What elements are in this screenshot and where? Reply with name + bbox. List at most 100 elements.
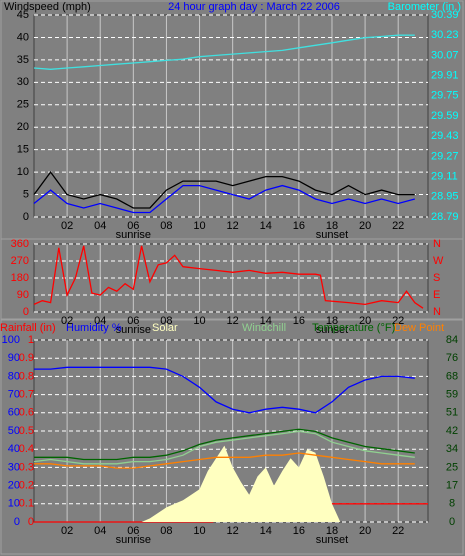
- x-tick-label: 18: [326, 525, 338, 537]
- y2-tick-label: W: [433, 255, 444, 267]
- y2-tick-label: 17: [446, 480, 458, 492]
- x-tick-label: 20: [359, 315, 371, 327]
- y2-tick-label: 28.79: [431, 211, 459, 223]
- y-tick-label: 270: [11, 255, 29, 267]
- line: [33, 245, 424, 309]
- y-tick-label: 35: [17, 54, 29, 66]
- y2-tick-label: 30.07: [431, 49, 459, 61]
- y-tick-label: 45: [17, 9, 29, 21]
- y3-tick-label: 0.6: [19, 407, 34, 419]
- x-tick-label: 02: [61, 315, 73, 327]
- x-tick-label: 12: [227, 315, 239, 327]
- x-tick-label: 22: [392, 315, 404, 327]
- chart-title: 24 hour graph day : March 22 2006: [168, 1, 340, 13]
- x-tick-label: 20: [359, 220, 371, 232]
- legend-entry: Rainfall (in): [0, 322, 56, 334]
- y-tick-label: 40: [17, 31, 29, 43]
- y3-tick-label: 0.4: [19, 443, 34, 455]
- x-tick-label: 10: [193, 315, 205, 327]
- x-tick-label: 04: [94, 315, 106, 327]
- y3-tick-label: 0.1: [19, 498, 34, 510]
- annotation: sunrise: [116, 324, 151, 336]
- y2-tick-label: 29.27: [431, 150, 459, 162]
- y2-tick-label: S: [433, 272, 440, 284]
- y2-axis-label: Barometer (in.): [388, 1, 461, 13]
- x-tick-label: 06: [127, 220, 139, 232]
- x-tick-label: 04: [94, 525, 106, 537]
- panel-frame: [0, 238, 464, 320]
- y-tick-label: 80: [8, 370, 20, 382]
- annotation: sunset: [316, 229, 348, 241]
- y2-tick-label: N: [433, 238, 441, 250]
- y-tick-label: 90: [17, 289, 29, 301]
- y-tick-label: 180: [11, 272, 29, 284]
- y-axis-label: Windspeed (mph): [4, 1, 91, 13]
- y3-tick-label: 1: [28, 334, 34, 346]
- x-tick-label: 06: [127, 315, 139, 327]
- x-tick-label: 12: [227, 220, 239, 232]
- x-tick-label: 14: [260, 315, 272, 327]
- y-tick-label: 20: [8, 480, 20, 492]
- y2-tick-label: 8: [449, 498, 455, 510]
- y-tick-label: 15: [17, 144, 29, 156]
- y2-tick-label: 28.95: [431, 191, 459, 203]
- x-tick-label: 10: [193, 525, 205, 537]
- x-tick-label: 08: [160, 315, 172, 327]
- legend-entry: Temperature (°F): [312, 322, 395, 334]
- x-tick-label: 16: [293, 220, 305, 232]
- y-tick-label: 100: [2, 334, 20, 346]
- y2-tick-label: 34: [446, 443, 458, 455]
- y3-tick-label: 0: [28, 516, 34, 528]
- y-tick-label: 90: [8, 352, 20, 364]
- y-tick-label: 360: [11, 238, 29, 250]
- y2-tick-label: 84: [446, 334, 458, 346]
- plot-area: [33, 14, 429, 218]
- y2-tick-label: 30.39: [431, 9, 459, 21]
- annotation: sunset: [316, 534, 348, 546]
- line: [33, 34, 415, 70]
- y-tick-label: 5: [23, 188, 29, 200]
- x-tick-label: 16: [293, 525, 305, 537]
- y2-tick-label: 29.59: [431, 110, 459, 122]
- y-tick-label: 60: [8, 407, 20, 419]
- x-tick-label: 02: [61, 525, 73, 537]
- x-tick-label: 18: [326, 315, 338, 327]
- y3-tick-label: 0.8: [19, 370, 34, 382]
- legend-entry: Solar: [152, 322, 178, 334]
- y-tick-label: 0: [23, 211, 29, 223]
- line: [34, 428, 415, 461]
- y-tick-label: 30: [17, 76, 29, 88]
- line: [34, 452, 415, 469]
- area: [34, 445, 428, 522]
- y-tick-label: 30: [8, 461, 20, 473]
- y2-tick-label: 51: [446, 407, 458, 419]
- y3-tick-label: 0.9: [19, 352, 34, 364]
- x-tick-label: 06: [127, 525, 139, 537]
- y-tick-label: 0: [14, 516, 20, 528]
- y3-tick-label: 0.3: [19, 461, 34, 473]
- x-tick-label: 14: [260, 220, 272, 232]
- annotation: sunrise: [116, 229, 151, 241]
- y3-tick-label: 0.2: [19, 480, 34, 492]
- legend-entry: Dew Point: [394, 322, 444, 334]
- y2-tick-label: 0: [449, 516, 455, 528]
- x-tick-label: 22: [392, 525, 404, 537]
- x-tick-label: 08: [160, 525, 172, 537]
- y-tick-label: 70: [8, 389, 20, 401]
- y2-tick-label: 29.91: [431, 70, 459, 82]
- x-tick-label: 04: [94, 220, 106, 232]
- line: [34, 366, 415, 414]
- x-tick-label: 02: [61, 220, 73, 232]
- panel-frame: [0, 319, 464, 555]
- y-tick-label: 40: [8, 443, 20, 455]
- x-tick-label: 14: [260, 525, 272, 537]
- x-tick-label: 12: [227, 525, 239, 537]
- y-tick-label: 0: [23, 306, 29, 318]
- x-tick-label: 10: [193, 220, 205, 232]
- x-tick-label: 20: [359, 525, 371, 537]
- y3-tick-label: 0.5: [19, 425, 34, 437]
- annotation: sunset: [316, 324, 348, 336]
- y-tick-label: 25: [17, 99, 29, 111]
- legend-entry: Humidity %: [66, 322, 122, 334]
